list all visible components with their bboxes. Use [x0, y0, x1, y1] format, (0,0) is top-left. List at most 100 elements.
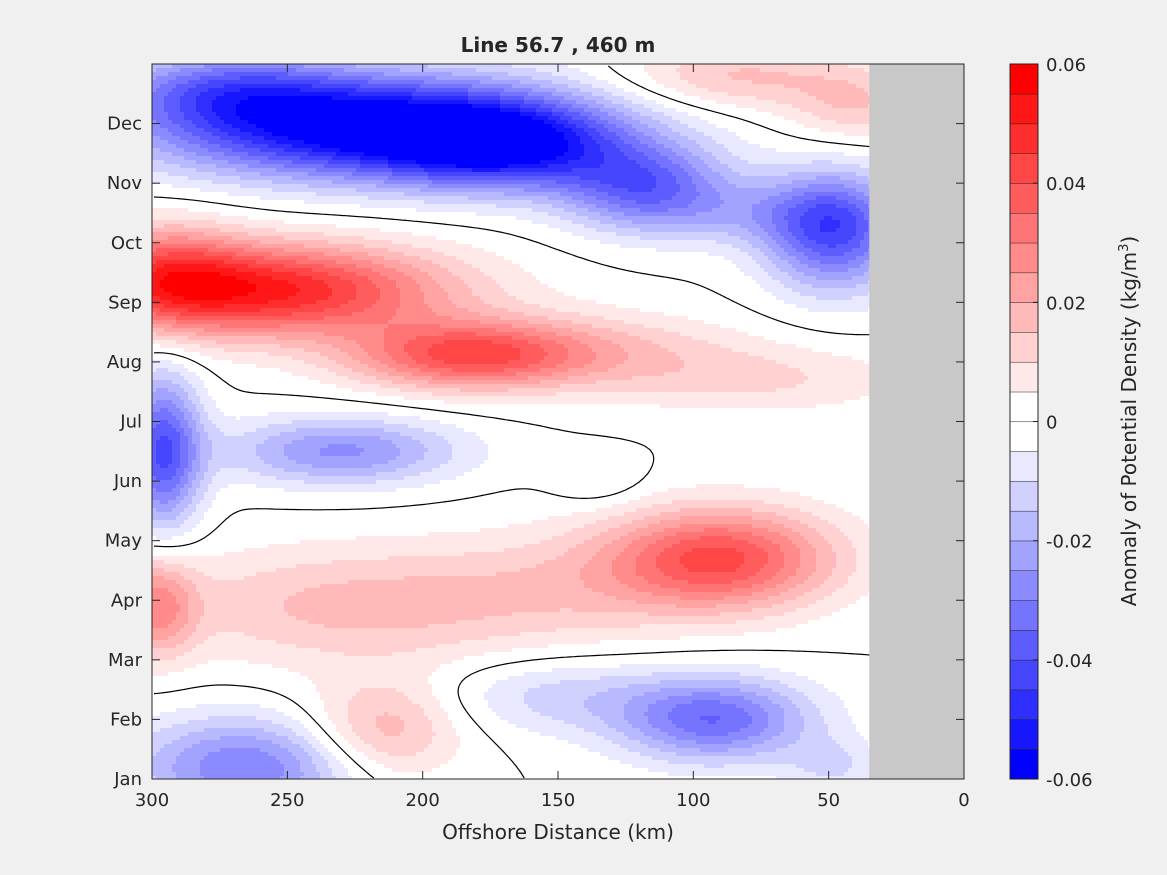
- heat-cell: [356, 288, 381, 293]
- heat-cell: [596, 552, 621, 557]
- heat-cell: [652, 592, 753, 597]
- heat-cell: [552, 668, 781, 673]
- heat-cell: [356, 748, 377, 753]
- heat-cell: [572, 92, 593, 97]
- heat-cell: [168, 72, 193, 77]
- heat-cell: [584, 96, 605, 101]
- heat-cell: [444, 288, 473, 293]
- heat-cell: [764, 336, 964, 341]
- heat-cell: [196, 472, 205, 477]
- heat-cell: [588, 72, 621, 77]
- heat-cell: [804, 200, 849, 205]
- heat-cell: [504, 288, 557, 293]
- heat-cell: [816, 276, 853, 281]
- heat-cell: [428, 364, 529, 369]
- heat-cell: [632, 376, 809, 381]
- heat-cell: [464, 280, 497, 285]
- heat-cell: [736, 620, 809, 625]
- colorbar-tick-label: 0.02: [1046, 293, 1086, 314]
- heat-cell: [816, 552, 837, 557]
- heat-cell: [440, 420, 521, 425]
- heat-cell: [188, 356, 213, 361]
- heat-cell: [536, 112, 553, 117]
- heat-cell: [560, 608, 573, 613]
- heat-cell: [320, 752, 333, 757]
- heat-cell: [572, 220, 601, 225]
- heat-cell: [620, 344, 661, 349]
- heat-cell: [196, 332, 325, 337]
- heat-cell: [160, 436, 169, 441]
- heat-cell: [456, 620, 737, 625]
- heat-cell: [700, 748, 729, 753]
- heat-cell: [644, 68, 677, 73]
- heat-cell: [236, 108, 501, 113]
- heat-cell: [532, 116, 549, 121]
- heat-cell: [188, 236, 233, 241]
- heat-cell: [488, 492, 553, 497]
- heat-cell: [404, 348, 429, 353]
- heat-cell: [688, 80, 753, 85]
- heat-cell: [176, 428, 185, 433]
- heat-cell: [584, 580, 621, 585]
- heat-cell: [308, 184, 377, 189]
- heat-cell: [196, 100, 213, 105]
- heat-cell: [636, 560, 657, 565]
- heat-cell: [452, 444, 489, 449]
- heat-cell: [772, 316, 964, 321]
- heat-cell: [188, 480, 193, 485]
- heat-cell: [736, 132, 785, 137]
- heat-cell: [184, 112, 201, 117]
- heat-cell: [804, 592, 833, 597]
- heat-cell: [212, 104, 237, 109]
- heat-cell: [736, 184, 777, 189]
- heat-cell: [296, 428, 385, 433]
- heat-cell: [752, 516, 789, 521]
- heat-cell: [800, 532, 821, 537]
- heat-cell: [492, 340, 529, 345]
- heat-cell: [392, 240, 457, 245]
- heat-cell: [828, 520, 865, 525]
- heat-cell: [152, 284, 161, 289]
- heat-cell: [292, 176, 345, 181]
- heat-cell: [184, 428, 193, 433]
- heat-cell: [588, 116, 601, 121]
- heat-cell: [680, 636, 964, 641]
- heat-cell: [748, 140, 825, 145]
- heat-cell: [152, 580, 177, 585]
- heat-cell: [212, 132, 229, 137]
- heat-cell: [316, 684, 433, 689]
- heat-cell: [472, 244, 549, 249]
- heat-cell: [408, 696, 437, 701]
- heat-cell: [724, 112, 773, 117]
- heat-cell: [808, 308, 869, 313]
- heat-cell: [256, 636, 489, 641]
- heat-cell: [152, 276, 165, 281]
- heat-cell: [672, 116, 701, 121]
- heat-cell: [500, 168, 573, 173]
- heat-cell: [152, 436, 161, 441]
- heat-cell: [468, 712, 497, 717]
- heat-cell: [420, 164, 457, 169]
- heat-cell: [788, 536, 805, 541]
- heat-cell: [432, 180, 557, 185]
- heat-cell: [208, 636, 257, 641]
- heat-cell: [204, 516, 229, 521]
- heat-cell: [220, 136, 241, 141]
- heat-cell: [716, 140, 749, 145]
- heat-cell: [592, 112, 609, 117]
- heat-cell: [152, 112, 169, 117]
- heat-cell: [584, 192, 609, 197]
- heat-cell: [152, 208, 189, 213]
- heat-cell: [344, 268, 373, 273]
- heat-cell: [152, 304, 165, 309]
- heat-cell: [616, 556, 637, 561]
- heat-cell: [504, 256, 581, 261]
- heat-cell: [604, 104, 625, 109]
- heat-cell: [652, 188, 681, 193]
- heat-cell: [320, 648, 417, 653]
- heat-cell: [732, 348, 813, 353]
- heat-cell: [152, 296, 161, 301]
- heat-cell: [520, 420, 964, 425]
- heat-cell: [632, 520, 661, 525]
- heat-cell: [196, 392, 209, 397]
